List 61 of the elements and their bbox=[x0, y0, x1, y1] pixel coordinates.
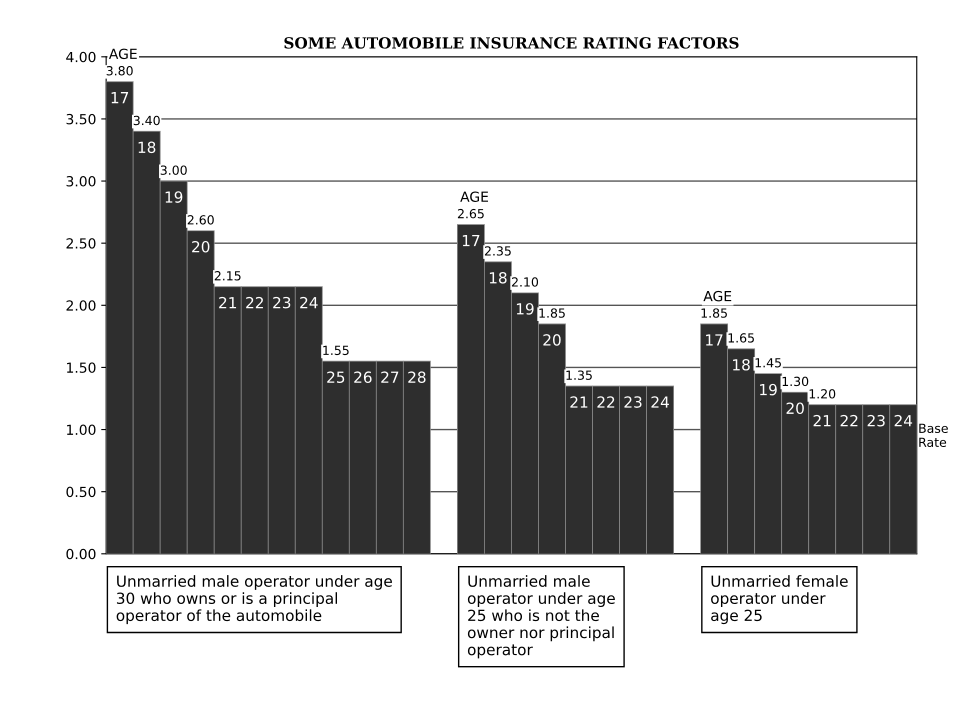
x-tick-label: 23 bbox=[624, 396, 642, 408]
data-label: 3.40 bbox=[134, 116, 160, 126]
x-tick-label: 20 bbox=[786, 402, 804, 414]
data-label: 1.85 bbox=[539, 308, 565, 318]
data-label: 2.60 bbox=[188, 215, 214, 225]
x-tick-label: 24 bbox=[300, 296, 318, 308]
text: Unmarried female operator under age 25 bbox=[711, 575, 848, 624]
x-tick-label: 22 bbox=[597, 396, 614, 408]
y-tick-label: 0.00 bbox=[66, 548, 96, 560]
data-label: 2.35 bbox=[484, 246, 511, 256]
annotation: AGE bbox=[108, 48, 137, 60]
x-tick-label: 24 bbox=[651, 396, 669, 408]
x-tick-label: 19 bbox=[760, 384, 777, 396]
annotation: AGE bbox=[460, 191, 488, 202]
chart-title: SOME AUTOMOBILE INSURANCE RATING FACTORS bbox=[284, 37, 739, 49]
x-tick-label: 22 bbox=[840, 414, 858, 426]
data-label: 2.65 bbox=[458, 208, 484, 218]
data-label: 1.45 bbox=[756, 358, 781, 368]
y-tick-label: 0.50 bbox=[66, 486, 96, 498]
data-label: 2.10 bbox=[512, 277, 538, 287]
x-tick-label: 17 bbox=[462, 234, 480, 246]
x-tick-label: 25 bbox=[327, 371, 344, 383]
y-tick-label: 4.00 bbox=[66, 52, 96, 62]
y-tick-label: 2.00 bbox=[66, 300, 96, 311]
y-tick-label: 3.00 bbox=[66, 176, 96, 187]
data-label: 3.00 bbox=[160, 165, 187, 175]
y-tick-label: 3.50 bbox=[66, 114, 96, 124]
x-tick-label: 26 bbox=[354, 371, 372, 383]
y-tick-label: 2.50 bbox=[66, 238, 96, 249]
x-tick-label: 28 bbox=[408, 371, 426, 383]
x-tick-label: 18 bbox=[138, 142, 156, 154]
x-tick-label: 20 bbox=[543, 334, 561, 346]
x-tick-label: 17 bbox=[706, 334, 723, 346]
data-label: 1.35 bbox=[566, 370, 592, 380]
x-tick-label: 20 bbox=[192, 240, 210, 253]
data-label: 1.55 bbox=[323, 346, 349, 356]
annotation: AGE bbox=[703, 290, 732, 302]
text: Unmarried male operator under age 25 who is not the owner nor principal operator bbox=[468, 575, 615, 658]
data-label: 1.85 bbox=[702, 308, 727, 318]
y-tick-label: 1.50 bbox=[67, 362, 96, 373]
text: Unmarried male operator under age 30 who owns or is a principal operator of the automobile bbox=[116, 575, 392, 624]
y-tick-label: 1.00 bbox=[67, 424, 96, 436]
x-tick-label: 21 bbox=[219, 296, 236, 308]
x-tick-label: 19 bbox=[516, 303, 534, 315]
x-tick-label: 23 bbox=[273, 296, 290, 308]
x-tick-label: 24 bbox=[894, 414, 912, 426]
x-tick-label: 21 bbox=[570, 396, 588, 408]
x-tick-label: 18 bbox=[490, 272, 507, 284]
text: Base Rate bbox=[919, 424, 948, 448]
x-tick-label: 18 bbox=[733, 358, 750, 371]
x-tick-label: 21 bbox=[814, 414, 830, 426]
data-label: 1.30 bbox=[782, 376, 808, 386]
data-label: 2.15 bbox=[214, 271, 241, 281]
x-tick-label: 19 bbox=[166, 191, 182, 203]
data-label: 1.65 bbox=[728, 333, 754, 343]
x-tick-label: 22 bbox=[246, 296, 263, 308]
x-tick-label: 17 bbox=[112, 92, 128, 104]
x-tick-label: 23 bbox=[868, 414, 885, 426]
data-label: 3.80 bbox=[106, 66, 133, 76]
x-tick-label: 27 bbox=[381, 371, 398, 383]
data-label: 1.20 bbox=[810, 389, 836, 399]
